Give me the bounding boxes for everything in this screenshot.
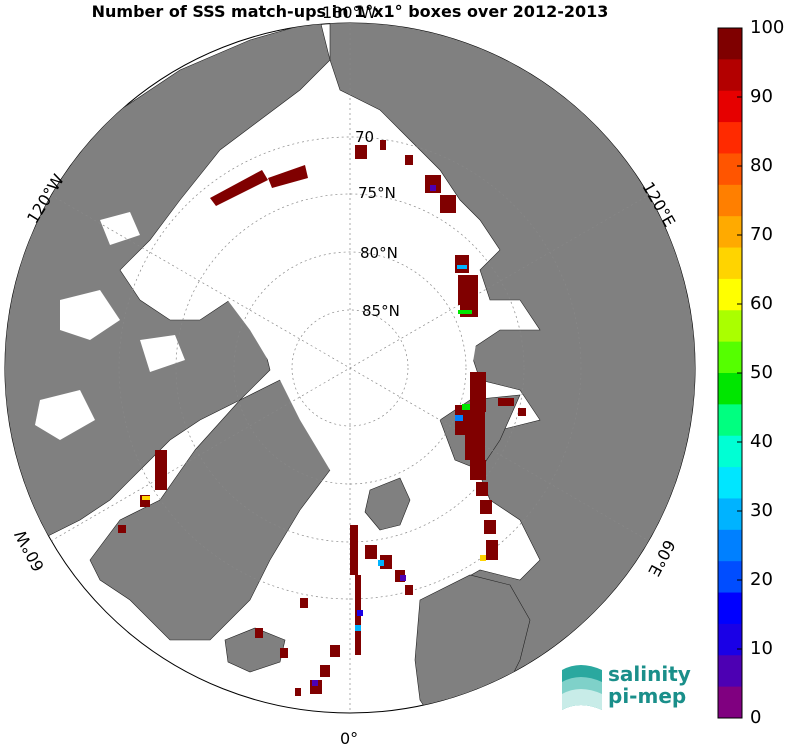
colorbar-segment	[718, 59, 742, 92]
lon-label-180w: 180°W	[322, 3, 377, 22]
colorbar-segment	[718, 310, 742, 343]
colorbar-segment	[718, 278, 742, 311]
map-title: Number of SSS match-ups in 1°x1° boxes o…	[91, 2, 609, 21]
logo-wave-icon	[562, 665, 602, 710]
colorbar-segment	[718, 435, 742, 468]
colorbar-tick-label: 90	[750, 86, 773, 107]
colorbar-tick-label: 70	[750, 224, 773, 245]
colorbar-tick-label: 60	[750, 293, 773, 314]
salinity-pimep-logo: salinity pi-mep	[560, 660, 691, 720]
lat-label-75: 75°N	[358, 184, 396, 202]
colorbar-segment	[718, 90, 742, 123]
colorbar-segment	[718, 216, 742, 249]
colorbar-segment	[718, 561, 742, 594]
lon-label-60e: 60°E	[644, 537, 679, 580]
lat-label-85: 85°N	[362, 302, 400, 320]
colorbar-segment	[718, 28, 742, 60]
colorbar-tick-label: 80	[750, 155, 773, 176]
colorbar-segment	[718, 592, 742, 625]
colorbar-segment	[718, 404, 742, 437]
colorbar-segment	[718, 529, 742, 562]
colorbar-segment	[718, 341, 742, 374]
colorbar-segment	[718, 373, 742, 405]
colorbar-segment	[718, 686, 742, 719]
colorbar-segment	[718, 623, 742, 656]
lat-label-80: 80°N	[360, 244, 398, 262]
matchup-boxes-colored	[142, 185, 486, 686]
land-svalbard	[364, 477, 411, 531]
colorbar-segment	[718, 498, 742, 531]
land-scandinavia	[414, 574, 531, 713]
colorbar-tick-label: 100	[750, 17, 785, 38]
colorbar-segment	[718, 655, 742, 688]
lon-label-60w: 60°W	[11, 527, 49, 575]
colorbar-segment	[718, 184, 742, 217]
lat-label-70: 70	[355, 128, 374, 146]
logo-text-pimep: pi-mep	[608, 684, 687, 708]
colorbar-tick-label: 0	[750, 707, 762, 728]
colorbar-segment	[718, 247, 742, 280]
colorbar-tick-label: 30	[750, 500, 773, 521]
colorbar	[717, 27, 743, 719]
colorbar-tick-label: 40	[750, 431, 773, 452]
colorbar-segment	[718, 153, 742, 186]
logo-text-salinity: salinity	[608, 662, 691, 686]
colorbar-tick-label: 50	[750, 362, 773, 383]
colorbar-segment	[718, 122, 742, 154]
colorbar-tick-label: 20	[750, 569, 773, 590]
colorbar-tick-label: 10	[750, 638, 773, 659]
lon-label-0: 0°	[340, 729, 358, 747]
colorbar-segment	[718, 467, 742, 499]
